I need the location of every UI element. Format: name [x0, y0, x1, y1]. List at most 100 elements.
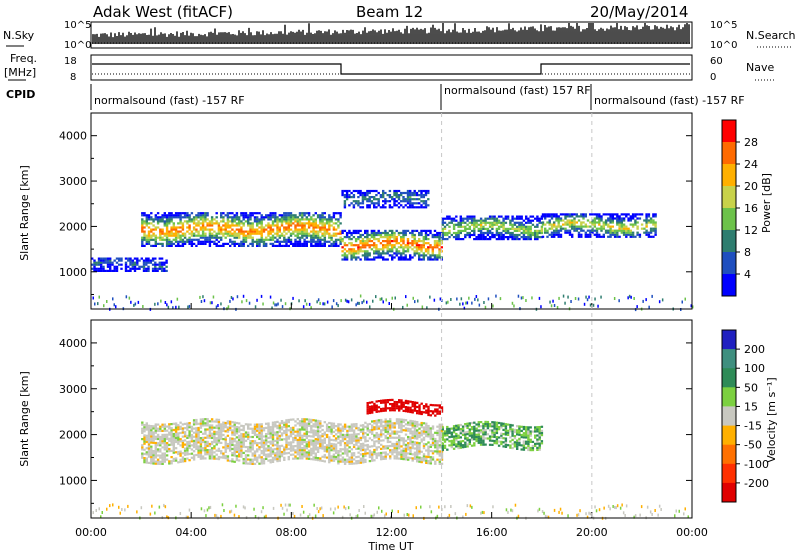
- velocity-cell: [296, 444, 299, 448]
- velocity-cell: [199, 457, 203, 460]
- velocity-cell: [422, 426, 426, 429]
- velocity-cell: [411, 447, 414, 450]
- velocity-cell: [154, 427, 157, 430]
- power-cell: [147, 226, 151, 229]
- power-cell: [109, 265, 112, 268]
- velocity-cell: [303, 455, 306, 458]
- velocity-cell: [199, 422, 203, 425]
- power-cell: [352, 200, 356, 203]
- power-cell: [366, 189, 369, 193]
- power-cell: [328, 226, 331, 229]
- power-cell: [382, 196, 385, 199]
- velocity-cell: [402, 439, 405, 442]
- power-cell: [692, 305, 694, 309]
- power-cell: [220, 212, 223, 215]
- power-cell: [620, 221, 623, 224]
- power-cell: [242, 224, 245, 227]
- velocity-cell: [258, 442, 261, 445]
- velocity-cell: [188, 442, 191, 445]
- power-cell: [364, 194, 367, 197]
- power-cell: [409, 196, 412, 199]
- power-cell: [222, 242, 225, 245]
- velocity-cell: [502, 428, 505, 431]
- velocity-cell: [172, 445, 175, 448]
- power-cell: [310, 242, 313, 245]
- power-cell: [536, 223, 539, 226]
- velocity-cell: [384, 424, 387, 427]
- velocity-cell: [177, 426, 180, 429]
- velocity-cell: [168, 439, 171, 442]
- velocity-cell: [452, 437, 456, 440]
- power-cell: [161, 216, 164, 219]
- power-cell: [359, 250, 362, 253]
- velocity-cell: [233, 429, 236, 432]
- velocity-cell: [400, 455, 403, 458]
- velocity-cell: [314, 454, 317, 457]
- velocity-cell: [294, 436, 297, 439]
- velocity-cell: [249, 435, 252, 439]
- power-cell: [269, 238, 272, 241]
- power-cell: [511, 223, 514, 226]
- velocity-cell: [477, 433, 480, 436]
- velocity-cell: [292, 432, 295, 435]
- velocity-cell: [429, 433, 432, 436]
- velocity-cell: [217, 435, 221, 438]
- velocity-cell: [355, 447, 358, 450]
- power-cell: [168, 232, 171, 235]
- power-cell: [361, 196, 365, 199]
- power-cell: [160, 265, 164, 268]
- velocity-cell: [493, 427, 496, 430]
- power-cell: [312, 226, 315, 229]
- velocity-cell: [368, 449, 372, 452]
- cpid-segment-1: normalsound (fast) -157 RF: [94, 94, 245, 107]
- power-cell: [509, 233, 512, 237]
- power-cell: [179, 216, 182, 219]
- power-cell: [350, 238, 353, 241]
- power-cell: [441, 217, 444, 220]
- velocity-cell: [495, 421, 499, 424]
- power-cell: [388, 206, 392, 209]
- power-cell: [319, 230, 322, 233]
- velocity-cell: [298, 434, 302, 437]
- power-cell: [301, 218, 304, 221]
- power-cell: [450, 221, 453, 224]
- power-cell: [357, 202, 360, 205]
- velocity-cell: [188, 434, 191, 437]
- velocity-cell: [186, 434, 189, 437]
- power-cell: [249, 232, 252, 235]
- power-cell: [186, 240, 189, 243]
- velocity-cell: [310, 427, 313, 430]
- velocity-cell: [411, 442, 414, 446]
- power-cell: [339, 232, 342, 235]
- velocity-cell: [163, 427, 166, 430]
- power-cell: [93, 261, 96, 264]
- power-cell: [176, 297, 179, 301]
- power-cell: [106, 269, 110, 272]
- velocity-cell: [337, 435, 340, 438]
- velocity-cell: [334, 447, 338, 450]
- power-cell: [345, 254, 349, 257]
- velocity-cell: [337, 458, 340, 461]
- power-cell: [235, 224, 239, 227]
- velocity-cell: [276, 439, 279, 442]
- power-cell: [516, 215, 519, 218]
- power-cell: [424, 254, 428, 257]
- velocity-cell: [172, 435, 175, 438]
- velocity-cell: [262, 445, 266, 448]
- power-cell: [429, 231, 432, 235]
- velocity-cell: [278, 445, 281, 448]
- velocity-cell: [431, 456, 435, 459]
- power-cell: [478, 303, 481, 307]
- power-cell: [172, 238, 175, 241]
- velocity-cell: [188, 432, 191, 435]
- velocity-cell: [475, 423, 478, 426]
- power-cell: [334, 240, 338, 243]
- power-cell: [256, 216, 259, 219]
- velocity-cell: [190, 456, 194, 459]
- power-cell: [285, 222, 288, 225]
- power-cell: [323, 218, 326, 221]
- power-cell: [427, 242, 430, 245]
- velocity-cell: [371, 457, 374, 460]
- power-cell: [168, 222, 171, 225]
